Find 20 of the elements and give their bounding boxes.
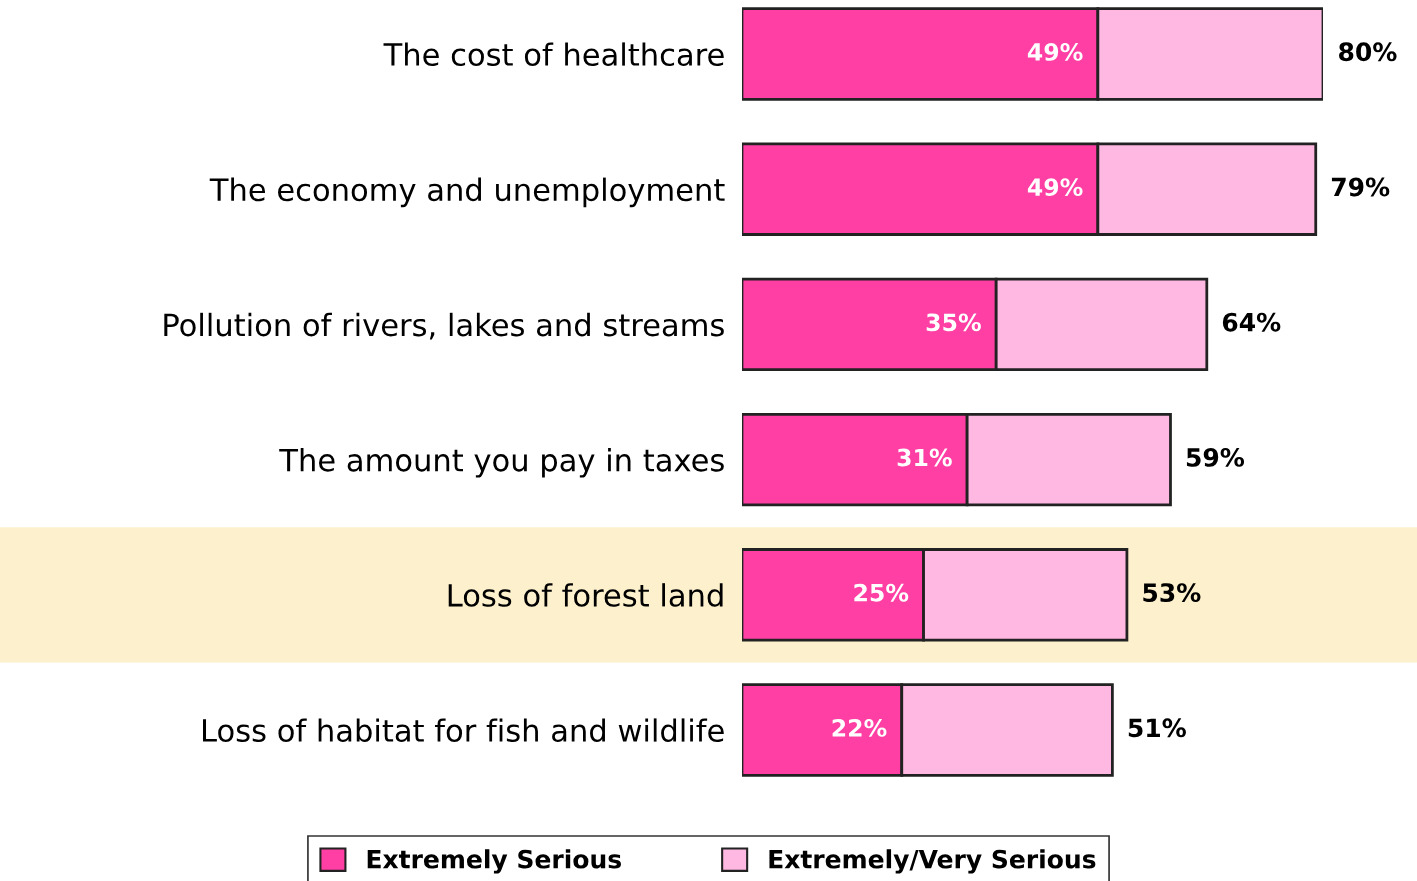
y-tick-label: Loss of habitat for fish and wildlife bbox=[203, 718, 724, 743]
y-tick-label: Loss of forest land bbox=[448, 583, 723, 607]
total-label: 51% bbox=[1128, 718, 1186, 738]
data-label: 22% bbox=[832, 718, 887, 737]
total-label: 53% bbox=[1143, 583, 1201, 603]
data-label: 35% bbox=[926, 313, 981, 332]
total-label: 80% bbox=[1339, 42, 1397, 62]
data-label: 49% bbox=[1027, 178, 1083, 197]
data-label: 25% bbox=[854, 583, 909, 602]
y-tick-label: The cost of healthcare bbox=[383, 42, 724, 67]
total-label: 79% bbox=[1331, 177, 1390, 197]
y-tick-label: Pollution of rivers, lakes and streams bbox=[164, 312, 724, 340]
data-label: 31% bbox=[897, 448, 952, 467]
legend-label: Extremely Serious bbox=[367, 849, 621, 874]
total-label: 59% bbox=[1186, 447, 1245, 467]
y-tick-label: The amount you pay in taxes bbox=[279, 447, 724, 478]
legend-label: Extremely/Very Serious bbox=[769, 849, 1096, 874]
data-label: 49% bbox=[1027, 42, 1083, 61]
total-label: 64% bbox=[1222, 312, 1281, 332]
y-tick-label: The economy and unemployment bbox=[209, 177, 725, 208]
